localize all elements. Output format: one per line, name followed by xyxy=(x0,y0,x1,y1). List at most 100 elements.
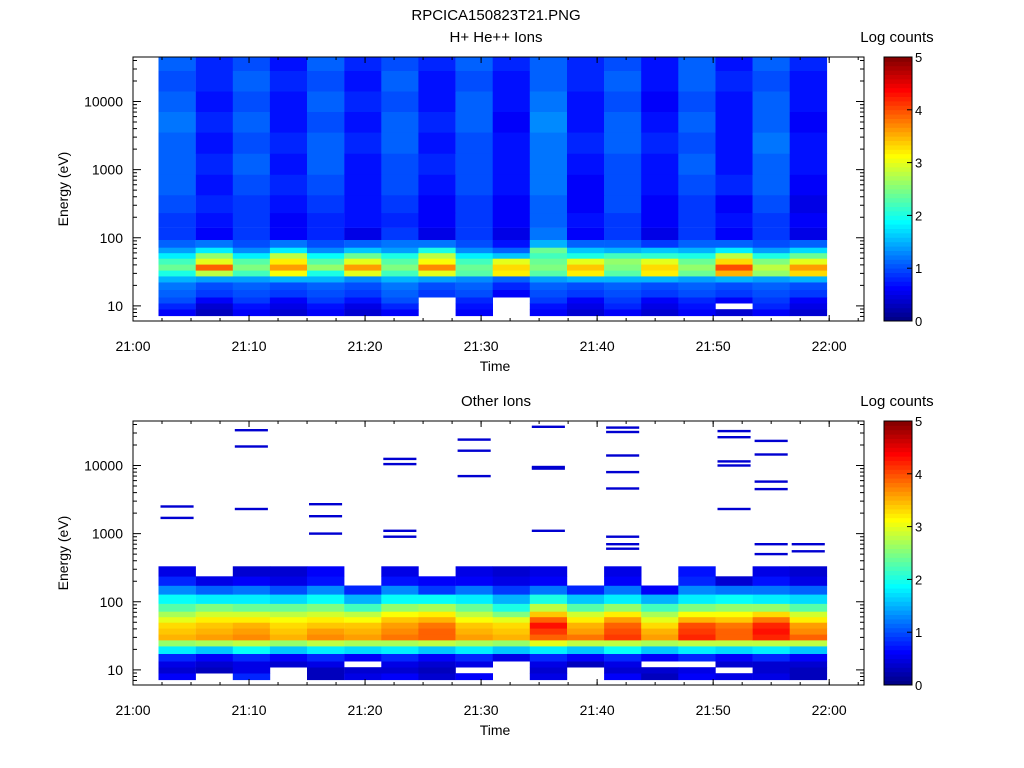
heatmap-cell xyxy=(158,276,196,283)
axis-ticks: 21:00 21:10 21:20 21:30 21:40 21:50 22:00 10 100… xyxy=(84,421,864,718)
heatmap-cell xyxy=(344,239,382,248)
heatmap-cell xyxy=(269,303,308,310)
heatmap-cell xyxy=(715,585,753,595)
x-tick-label: 21:20 xyxy=(348,338,383,354)
heatmap-cell xyxy=(678,617,716,623)
heatmap-cell xyxy=(789,253,828,259)
colorbar-segment xyxy=(884,259,912,265)
colorbar-segment xyxy=(884,233,912,238)
heatmap-cell xyxy=(678,594,716,604)
heatmap-cell xyxy=(307,264,345,271)
heatmap-cell xyxy=(158,70,196,92)
heatmap-cell xyxy=(789,309,828,317)
heatmap-cell xyxy=(381,628,419,635)
heatmap-cell xyxy=(195,247,234,254)
colorbar-segment xyxy=(884,504,912,510)
heatmap-cell xyxy=(789,661,828,668)
heatmap-cell xyxy=(752,585,790,595)
heatmap-cell xyxy=(269,289,308,298)
heatmap-cell xyxy=(158,634,196,641)
x-tick-label: 22:00 xyxy=(812,702,847,718)
heatmap-cell xyxy=(232,585,271,595)
heatmap-cell xyxy=(752,566,790,577)
sparse-count-mark xyxy=(791,543,825,546)
colorbar-segment xyxy=(884,566,912,571)
heatmap-cell xyxy=(641,653,679,662)
heatmap-cell xyxy=(158,646,196,654)
heatmap-cell xyxy=(604,212,642,228)
heatmap-cell xyxy=(344,111,382,133)
heatmap-cell xyxy=(789,276,828,283)
sparse-count-mark xyxy=(234,429,268,432)
heatmap-cell xyxy=(269,270,308,277)
heatmap-cell xyxy=(567,289,605,298)
heatmap-cell xyxy=(418,661,456,668)
x-tick-label: 21:50 xyxy=(696,702,731,718)
heatmap-cell xyxy=(455,247,493,254)
heatmap-cell xyxy=(529,239,568,248)
heatmap-cell xyxy=(344,153,382,175)
colorbar-segment xyxy=(884,290,912,295)
heatmap-cell xyxy=(567,276,605,283)
heatmap-cell xyxy=(158,289,196,298)
colorbar-segment xyxy=(884,592,912,598)
heatmap-cell xyxy=(307,611,345,618)
heatmap-cell xyxy=(529,576,568,586)
heatmap-cell xyxy=(678,622,716,629)
heatmap-cell xyxy=(752,57,790,71)
heatmap-cell xyxy=(678,253,716,259)
heatmap-cell xyxy=(641,303,679,310)
heatmap-cell xyxy=(344,258,382,265)
heatmap-cell xyxy=(604,258,642,265)
colorbar: 0 1 2 3 4 5 xyxy=(883,50,922,329)
heatmap-cell xyxy=(604,603,642,612)
heatmap-cell xyxy=(789,640,828,647)
heatmap-cell xyxy=(158,611,196,618)
heatmap-cell xyxy=(752,253,790,259)
colorbar-segment xyxy=(884,167,912,172)
heatmap-cell xyxy=(269,195,308,214)
colorbar-segment xyxy=(884,268,912,273)
heatmap-cell xyxy=(567,253,605,259)
sparse-count-mark xyxy=(606,426,640,429)
heatmap-cell xyxy=(344,282,382,290)
heatmap-cell xyxy=(752,264,790,271)
heatmap-cell xyxy=(307,247,345,254)
heatmap-cell xyxy=(195,253,234,259)
heatmap-cell xyxy=(232,270,271,277)
colorbar-segment xyxy=(884,579,912,585)
heatmap-cell xyxy=(715,239,753,248)
heatmap-cell xyxy=(604,153,642,175)
heatmap-cell xyxy=(344,667,382,674)
colorbar-segment xyxy=(884,180,912,185)
colorbar-segment xyxy=(884,299,912,304)
heatmap-cell xyxy=(418,603,456,612)
heatmap-cell xyxy=(381,270,419,277)
heatmap-cell xyxy=(344,594,382,604)
heatmap-cell xyxy=(752,576,790,586)
heatmap-cell xyxy=(567,622,605,629)
colorbar-segment xyxy=(884,526,912,532)
heatmap-cell xyxy=(344,611,382,618)
heatmap-cell xyxy=(567,303,605,310)
heatmap-cell xyxy=(641,227,679,240)
x-tick-label: 21:40 xyxy=(580,702,615,718)
colorbar-segment xyxy=(884,535,912,541)
heatmap-cell xyxy=(752,603,790,612)
colorbar-segment xyxy=(884,162,912,168)
heatmap-cell xyxy=(158,57,196,71)
colorbar-segment xyxy=(884,447,912,453)
heatmap-cell xyxy=(232,258,271,265)
heatmap-cell xyxy=(641,111,679,133)
heatmap-cell xyxy=(715,646,753,654)
colorbar-segment xyxy=(884,561,912,567)
heatmap-cell xyxy=(418,227,456,240)
colorbar-segment xyxy=(884,531,912,536)
heatmap-cell xyxy=(752,270,790,277)
heatmap-cell xyxy=(715,270,753,277)
heatmap-cell xyxy=(604,653,642,662)
heatmap-cell xyxy=(269,276,308,283)
colorbar-segment xyxy=(884,676,912,681)
sparse-count-mark xyxy=(309,515,343,518)
